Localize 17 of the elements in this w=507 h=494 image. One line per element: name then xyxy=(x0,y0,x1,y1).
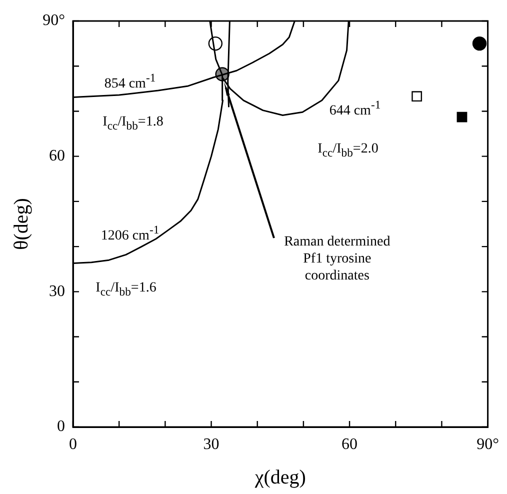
x-axis-title: χ(deg) xyxy=(254,466,306,488)
y-tick-label: 60 xyxy=(49,148,65,165)
y-tick-label: 30 xyxy=(49,282,65,300)
x-tick-label: 30 xyxy=(203,436,220,453)
annotation: 854 cm$^{-1}$ xyxy=(104,70,156,92)
annotation: 1206 cm$^{-1}$ xyxy=(100,222,160,244)
annotation: 644 cm$^{-1}$ xyxy=(329,98,381,120)
x-tick-label: 0 xyxy=(69,436,77,453)
y-tick-label: 90° xyxy=(42,12,65,30)
annotation: I$_{cc}$/I$_{bb}$=2.0 xyxy=(318,140,378,162)
annotation: Raman determined Pf1 tyrosine coordinates xyxy=(284,234,390,285)
x-tick-label: 90° xyxy=(476,436,500,453)
annotation: I$_{cc}$/I$_{bb}$=1.6 xyxy=(96,280,156,300)
x-tick-label: 60 xyxy=(342,436,358,453)
y-tick-label: 0 xyxy=(57,418,65,436)
annotation: I$_{cc}$/I$_{bb}$=1.8 xyxy=(102,114,164,134)
y-axis-title: θ(deg) xyxy=(10,198,32,250)
